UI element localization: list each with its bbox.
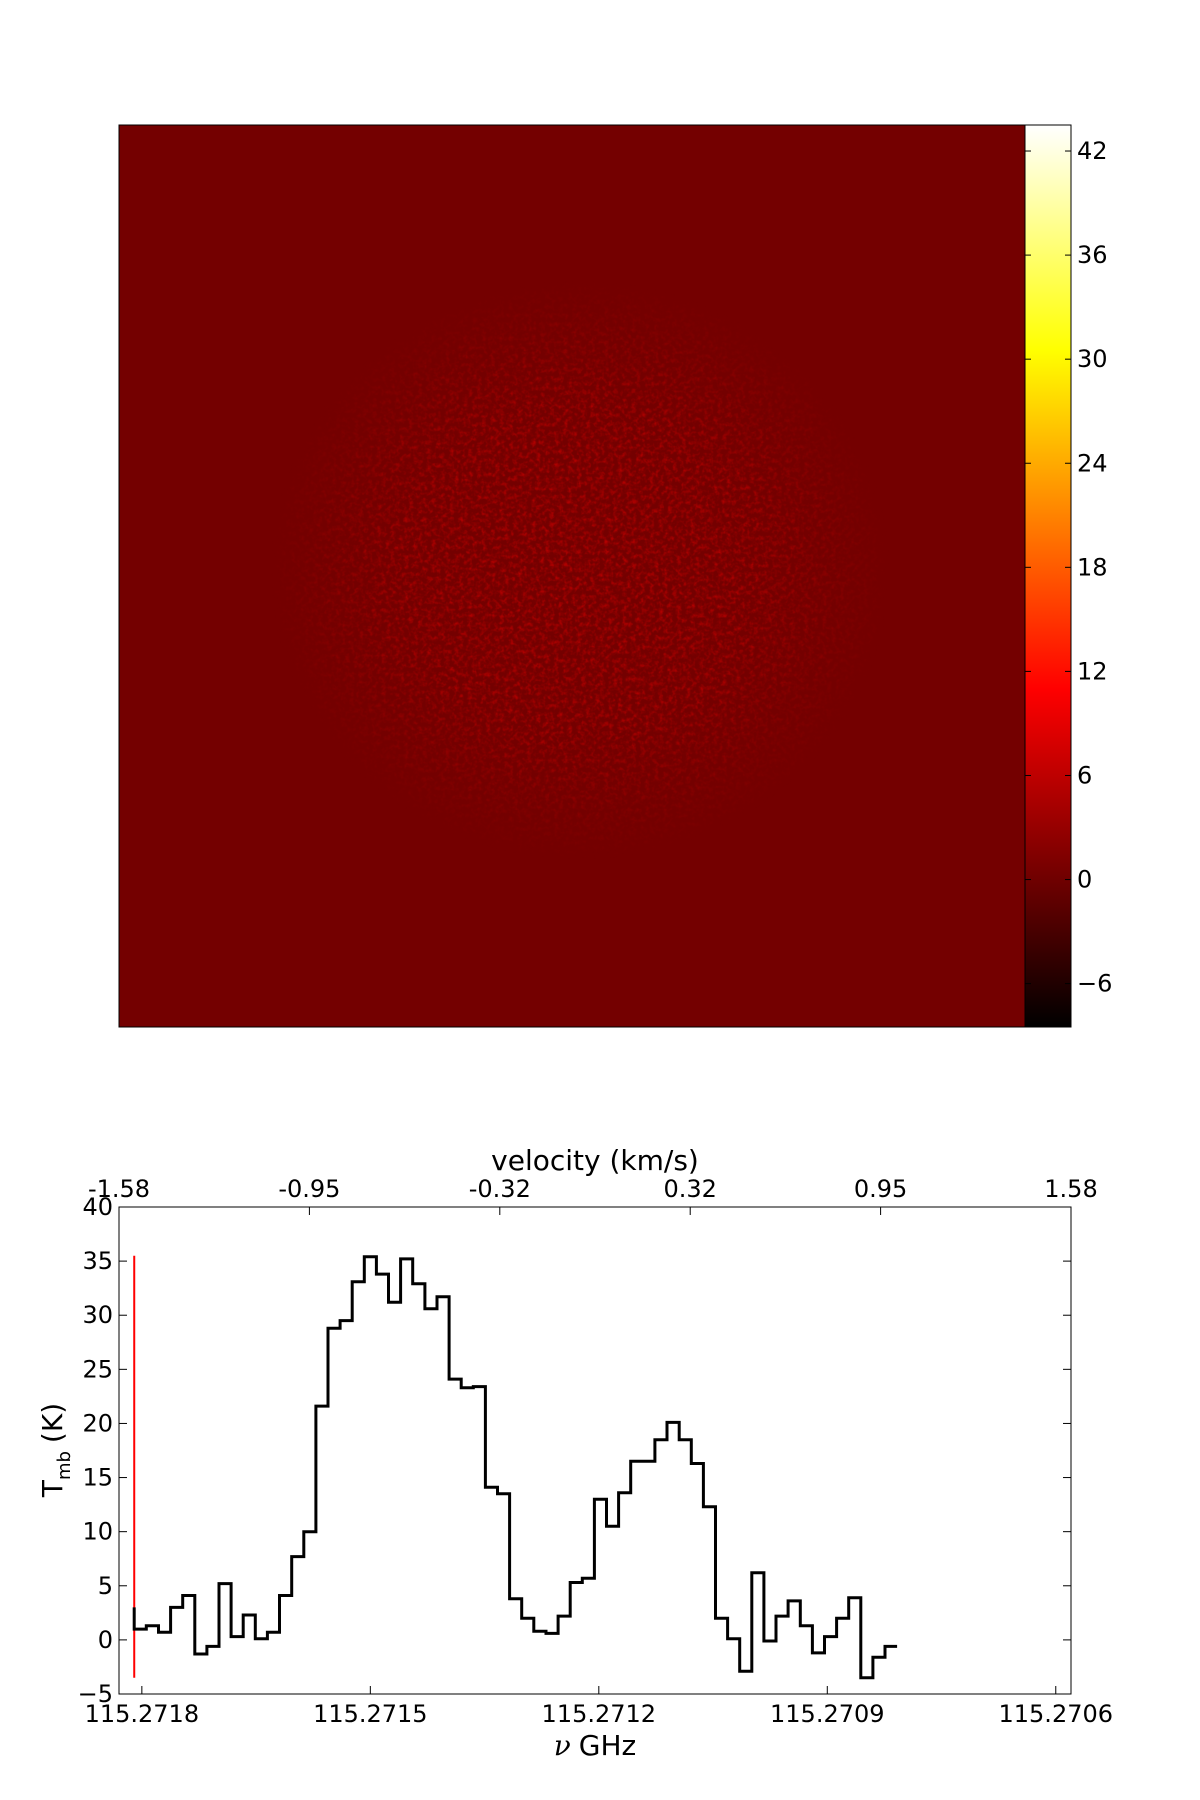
y-tick-label: 10 xyxy=(82,1518,113,1546)
top-tick-label: -1.58 xyxy=(88,1175,150,1203)
ylabel-sub: mb xyxy=(54,1451,75,1480)
colorbar-tick-label: 42 xyxy=(1077,137,1108,165)
top-tick-label: 0.32 xyxy=(663,1175,716,1203)
ylabel-main: T xyxy=(36,1479,69,1498)
colorbar-tick-label: −6 xyxy=(1077,970,1112,998)
x-tick-label: 115.2706 xyxy=(999,1700,1114,1728)
x-tick-label: 115.2709 xyxy=(770,1700,885,1728)
top-tick-label: 1.58 xyxy=(1044,1175,1097,1203)
colorbar-tick-label: 0 xyxy=(1077,866,1092,894)
colorbar-ticks: −6 0 6 12 18 24 30 36 42 xyxy=(1025,137,1112,998)
colorbar-tick-label: 24 xyxy=(1077,449,1108,477)
top-axis-label: velocity (km/s) xyxy=(491,1144,699,1177)
spectrum-axes: 115.2718 115.2715 115.2712 115.2709 115.2706… xyxy=(78,1175,1113,1728)
colorbar: −6 0 6 12 18 24 30 36 42 xyxy=(1024,124,1112,1028)
x-tick-label: 115.2715 xyxy=(313,1700,428,1728)
y-tick-label: 20 xyxy=(82,1409,113,1437)
heatmap-panel xyxy=(118,124,1026,1028)
y-axis-label: Tmb (K) xyxy=(36,1403,75,1498)
top-tick-label: -0.95 xyxy=(278,1175,340,1203)
xlabel-unit: GHz xyxy=(579,1729,636,1762)
x-tick-label: 115.2718 xyxy=(85,1700,200,1728)
heatmap-noise-region xyxy=(119,125,1025,1027)
y-tick-label: 40 xyxy=(82,1193,113,1221)
colorbar-tick-label: 36 xyxy=(1077,241,1108,269)
spectrum-plot-area xyxy=(119,1207,1071,1694)
spectrum-frame xyxy=(118,1206,1072,1695)
top-tick-label: 0.95 xyxy=(854,1175,907,1203)
colorbar-tick-label: 12 xyxy=(1077,657,1108,685)
y-tick-label: 30 xyxy=(82,1301,113,1329)
y-tick-label: 0 xyxy=(98,1626,113,1654)
y-tick-label: 25 xyxy=(82,1355,113,1383)
colorbar-tick-label: 18 xyxy=(1077,553,1108,581)
colorbar-tick-label: 30 xyxy=(1077,345,1108,373)
colorbar-gradient xyxy=(1024,124,1072,1028)
y-tick-label: 5 xyxy=(98,1572,113,1600)
xlabel-symbol: ν xyxy=(554,1729,571,1762)
y-tick-label: 35 xyxy=(82,1247,113,1275)
spectrum-step-line xyxy=(132,1255,898,1680)
bottom-axis-label: ν GHz xyxy=(554,1729,636,1762)
x-tick-label: 115.2712 xyxy=(542,1700,657,1728)
spectrum-panel: 115.2718 115.2715 115.2712 115.2709 115.2706… xyxy=(36,1144,1113,1762)
y-tick-label: −5 xyxy=(78,1680,113,1708)
spectrum-marks xyxy=(132,1255,898,1680)
y-tick-label: 15 xyxy=(82,1464,113,1492)
ylabel-unit: (K) xyxy=(36,1403,69,1443)
colorbar-tick-label: 6 xyxy=(1077,761,1092,789)
top-tick-label: -0.32 xyxy=(469,1175,531,1203)
